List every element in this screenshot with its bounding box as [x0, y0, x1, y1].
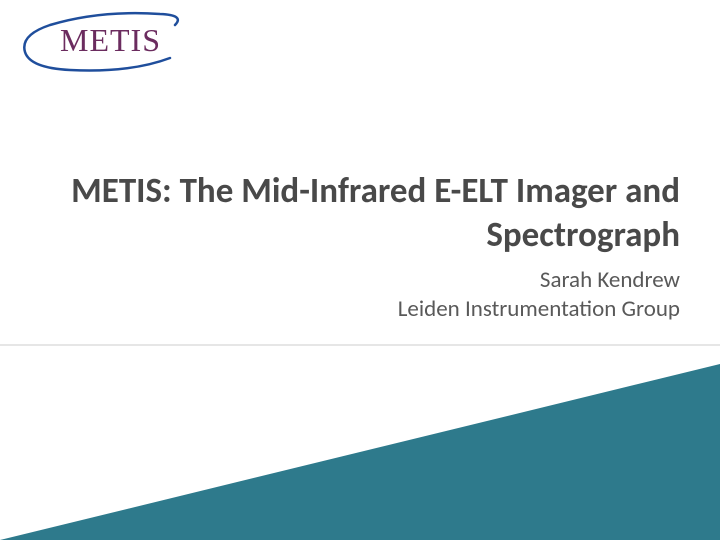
logo-text: METIS	[60, 22, 161, 59]
wedge-dark-shape	[0, 354, 720, 540]
presentation-title: METIS: The Mid-Infrared E-ELT Imager and…	[0, 170, 680, 258]
affiliation: Leiden Instrumentation Group	[0, 295, 680, 325]
metis-logo: METIS	[20, 10, 200, 80]
author-name: Sarah Kendrew	[0, 266, 680, 296]
title-area: METIS: The Mid-Infrared E-ELT Imager and…	[0, 170, 680, 325]
